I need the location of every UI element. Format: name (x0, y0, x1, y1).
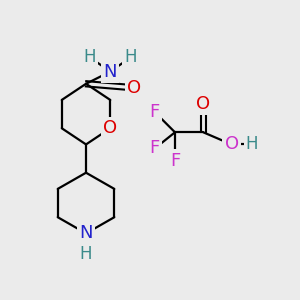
Text: H: H (84, 49, 96, 67)
Text: F: F (170, 152, 180, 169)
Text: N: N (103, 63, 117, 81)
Text: F: F (150, 140, 160, 158)
Text: O: O (224, 135, 239, 153)
Text: H: H (246, 135, 258, 153)
Text: O: O (103, 119, 117, 137)
Text: H: H (124, 49, 137, 67)
Text: H: H (80, 244, 92, 262)
Text: F: F (150, 103, 160, 121)
Text: N: N (79, 224, 93, 242)
Text: O: O (196, 95, 210, 113)
Text: O: O (128, 79, 142, 97)
